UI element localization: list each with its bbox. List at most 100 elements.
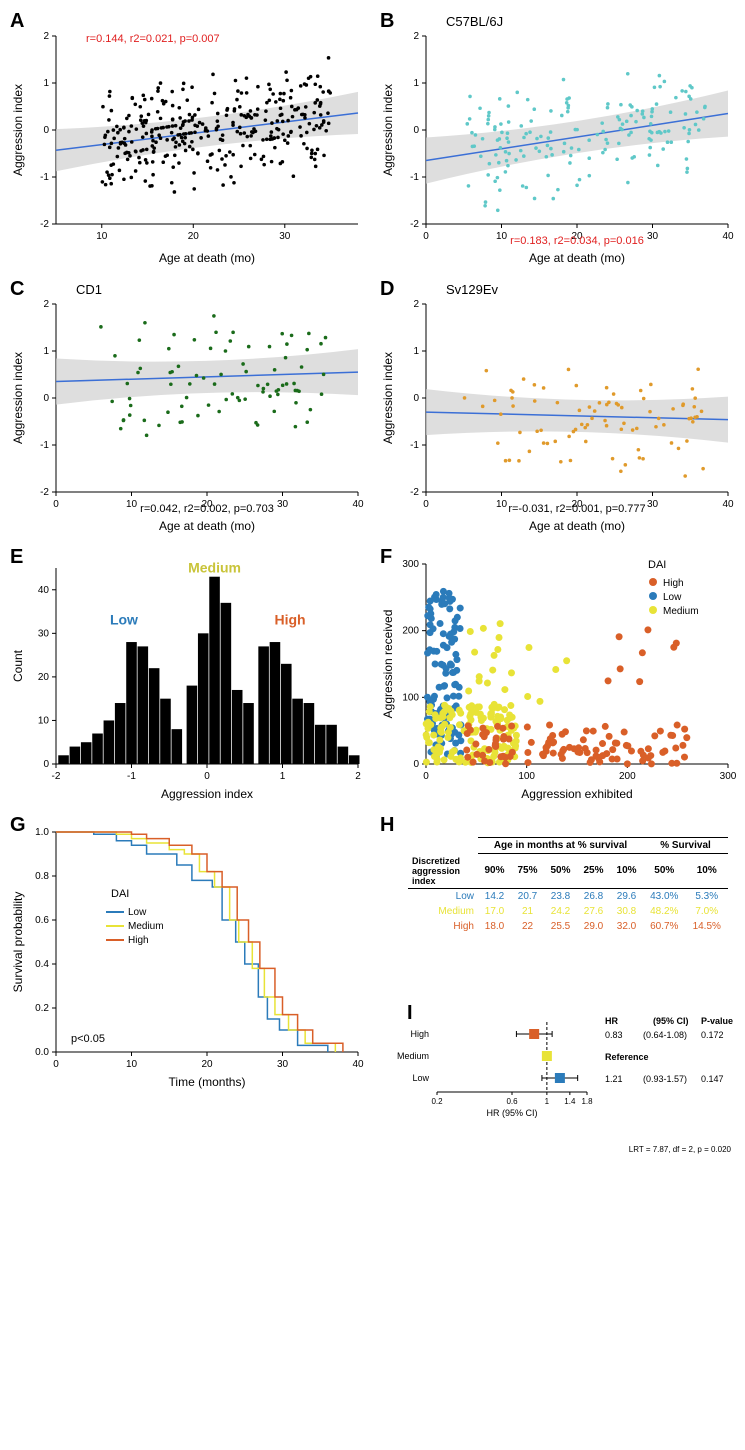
- figure-container: A 102030-2-1012Age at death (mo)Aggressi…: [0, 0, 745, 1176]
- svg-text:High: High: [663, 578, 684, 589]
- svg-text:100: 100: [518, 771, 535, 782]
- svg-text:HR (95% CI): HR (95% CI): [486, 1108, 537, 1118]
- svg-text:p<0.05: p<0.05: [71, 1033, 105, 1045]
- panel-g: G 0102030400.00.20.40.60.81.0Time (month…: [8, 812, 368, 1092]
- svg-text:1.8: 1.8: [581, 1097, 593, 1106]
- svg-text:Survival probability: Survival probability: [11, 892, 25, 993]
- svg-text:0: 0: [43, 393, 49, 404]
- svg-text:Medium: Medium: [663, 606, 699, 617]
- svg-text:r=0.042, r2=0.002, p=0.703: r=0.042, r2=0.002, p=0.703: [140, 503, 274, 515]
- svg-text:40: 40: [352, 1059, 364, 1070]
- svg-text:2: 2: [413, 299, 419, 310]
- svg-text:Low: Low: [412, 1073, 429, 1083]
- svg-text:-1: -1: [410, 440, 419, 451]
- panel-a: A 102030-2-1012Age at death (mo)Aggressi…: [8, 8, 368, 268]
- svg-text:P-value: P-value: [701, 1016, 733, 1026]
- panel-h: H Age in months at % survival% SurvivalD…: [378, 812, 737, 972]
- svg-text:-2: -2: [40, 487, 49, 498]
- svg-text:0: 0: [413, 393, 419, 404]
- svg-text:Aggression index: Aggression index: [161, 787, 253, 801]
- svg-text:CD1: CD1: [76, 282, 102, 297]
- svg-text:0.6: 0.6: [506, 1097, 518, 1106]
- svg-text:10: 10: [496, 231, 508, 242]
- svg-text:200: 200: [619, 771, 636, 782]
- svg-text:10: 10: [496, 499, 508, 510]
- svg-text:Medium: Medium: [128, 921, 164, 932]
- svg-text:r=0.144, r2=0.021, p=0.007: r=0.144, r2=0.021, p=0.007: [86, 33, 220, 45]
- svg-text:(0.93-1.57): (0.93-1.57): [643, 1074, 687, 1084]
- svg-text:20: 20: [188, 231, 200, 242]
- panel-i-label: I: [407, 1002, 413, 1025]
- svg-text:30: 30: [279, 231, 291, 242]
- svg-text:0.4: 0.4: [35, 959, 49, 970]
- panel-f-label: F: [380, 546, 392, 569]
- svg-text:-2: -2: [410, 487, 419, 498]
- svg-text:30: 30: [277, 499, 289, 510]
- panel-g-label: G: [10, 814, 26, 837]
- svg-text:2: 2: [43, 299, 49, 310]
- svg-text:High: High: [274, 612, 305, 628]
- svg-text:20: 20: [38, 672, 50, 683]
- svg-text:DAI: DAI: [111, 888, 129, 900]
- panel-a-label: A: [10, 10, 24, 33]
- svg-text:Age at death (mo): Age at death (mo): [529, 519, 625, 533]
- svg-text:40: 40: [722, 499, 734, 510]
- svg-text:Low: Low: [128, 907, 147, 918]
- svg-text:100: 100: [402, 692, 419, 703]
- svg-text:2: 2: [413, 31, 419, 42]
- svg-text:-1: -1: [127, 771, 136, 782]
- svg-text:Age at death (mo): Age at death (mo): [159, 519, 255, 533]
- svg-text:40: 40: [352, 499, 364, 510]
- panel-d-label: D: [380, 278, 394, 301]
- svg-text:Time (months): Time (months): [169, 1075, 246, 1089]
- svg-text:r=-0.031, r2=0.001, p=0.777: r=-0.031, r2=0.001, p=0.777: [508, 503, 645, 515]
- svg-text:0.2: 0.2: [431, 1097, 443, 1106]
- svg-text:30: 30: [277, 1059, 289, 1070]
- svg-text:Medium: Medium: [397, 1051, 429, 1061]
- svg-text:0: 0: [53, 499, 59, 510]
- svg-text:Aggression index: Aggression index: [11, 352, 25, 444]
- svg-text:0: 0: [204, 771, 210, 782]
- panel-i: I HighMediumLow0.20.611.41.8HR (95% CI)H…: [377, 1000, 737, 1160]
- svg-text:0.172: 0.172: [701, 1030, 724, 1040]
- svg-text:2: 2: [43, 31, 49, 42]
- panel-f: F 01002003000100200300Aggression exhibit…: [378, 544, 738, 804]
- svg-text:10: 10: [96, 231, 108, 242]
- panel-d: D 010203040-2-1012Age at death (mo)Aggre…: [378, 276, 738, 536]
- svg-text:Low: Low: [110, 612, 138, 628]
- panel-e-label: E: [10, 546, 23, 569]
- svg-text:Aggression index: Aggression index: [381, 84, 395, 176]
- panel-e: E -2-1012010203040Aggression indexCountL…: [8, 544, 368, 804]
- svg-text:1: 1: [413, 346, 419, 357]
- svg-text:0.0: 0.0: [35, 1047, 49, 1058]
- svg-text:300: 300: [402, 559, 419, 570]
- svg-text:Aggression index: Aggression index: [11, 84, 25, 176]
- svg-text:0: 0: [43, 759, 49, 770]
- svg-text:0.83: 0.83: [605, 1030, 623, 1040]
- svg-text:1.21: 1.21: [605, 1074, 623, 1084]
- svg-text:LRT = 7.87, df = 2, p = 0.020: LRT = 7.87, df = 2, p = 0.020: [629, 1145, 732, 1154]
- panel-h-label: H: [380, 814, 394, 837]
- svg-text:-2: -2: [410, 219, 419, 230]
- svg-text:30: 30: [38, 628, 50, 639]
- svg-text:Aggression exhibited: Aggression exhibited: [521, 787, 632, 801]
- svg-text:High: High: [128, 935, 149, 946]
- svg-text:30: 30: [647, 499, 659, 510]
- svg-text:1: 1: [545, 1097, 550, 1106]
- svg-text:1: 1: [43, 78, 49, 89]
- svg-text:200: 200: [402, 626, 419, 637]
- svg-text:Count: Count: [11, 649, 25, 682]
- svg-text:(95% CI): (95% CI): [653, 1016, 689, 1026]
- svg-text:-1: -1: [40, 440, 49, 451]
- svg-text:DAI: DAI: [648, 559, 666, 571]
- svg-text:0: 0: [53, 1059, 59, 1070]
- svg-text:1.4: 1.4: [564, 1097, 576, 1106]
- svg-text:40: 40: [38, 585, 50, 596]
- svg-text:-1: -1: [410, 172, 419, 183]
- svg-text:1: 1: [413, 78, 419, 89]
- svg-text:0: 0: [43, 125, 49, 136]
- svg-text:HR: HR: [605, 1016, 618, 1026]
- svg-text:0: 0: [413, 759, 419, 770]
- svg-text:40: 40: [722, 231, 734, 242]
- svg-text:Aggression received: Aggression received: [381, 610, 395, 719]
